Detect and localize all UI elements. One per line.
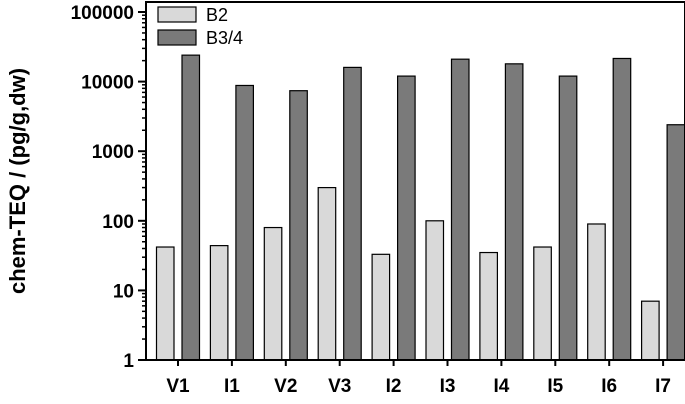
x-tick-label: V3 [328,376,351,397]
bar-b2-i5 [533,246,552,361]
bar-b2-i6 [587,223,606,361]
bar-b3-4-i1 [235,84,254,361]
legend-label: B3/4 [206,28,243,48]
x-tick-label: I6 [601,376,617,397]
bars [155,54,685,361]
bar-b3-4-i4 [504,63,524,361]
x-tick-label: V2 [274,376,297,397]
x-axis-labels: V1 I1 V2 V3 I2 I3 I4 I5 I6 I7 [166,360,671,397]
y-tick-label: 1 [123,351,134,372]
x-tick-label: I3 [440,376,456,397]
bar-b3-4-i7 [666,124,685,361]
x-tick-label: I4 [493,376,509,397]
y-tick-label: 10000 [81,73,134,94]
legend-swatch [157,6,197,23]
plot-frame [145,1,685,361]
bar-b2-i7 [640,300,660,361]
bar-b3-4-i3 [450,58,470,361]
legend: B2 B3/4 [157,5,243,48]
bar-b3-4-v2 [289,90,308,361]
legend-swatch [157,29,197,46]
y-axis-ticks: 1 10 100 1000 10000 100000 [71,3,146,372]
legend-label: B2 [206,5,228,25]
x-tick-label: I7 [655,376,671,397]
bar-b2-i4 [479,251,498,361]
y-tick-label: 100 [102,212,134,233]
bar-b3-4-v1 [181,54,201,361]
y-tick-label: 1000 [92,142,134,163]
bar-b2-i3 [425,220,445,361]
x-tick-label: V1 [166,376,190,397]
bar-b3-4-i2 [397,75,416,361]
y-axis-title: chem-TEQ / (pg/g,dw) [5,68,30,294]
bar-b2-v1 [155,246,175,361]
bar-b2-v3 [317,186,337,361]
x-tick-label: I2 [386,376,402,397]
bar-b3-4-i6 [612,57,632,361]
y-tick-label: 100000 [71,3,134,24]
y-tick-label: 10 [113,281,134,302]
bar-b3-4-v3 [343,66,362,361]
x-tick-label: I5 [547,376,563,397]
bar-b3-4-i5 [558,75,578,361]
x-tick-label: I1 [224,376,240,397]
bar-b2-i2 [371,253,391,361]
bar-b2-v2 [263,226,283,361]
bar-b2-i1 [209,245,229,361]
